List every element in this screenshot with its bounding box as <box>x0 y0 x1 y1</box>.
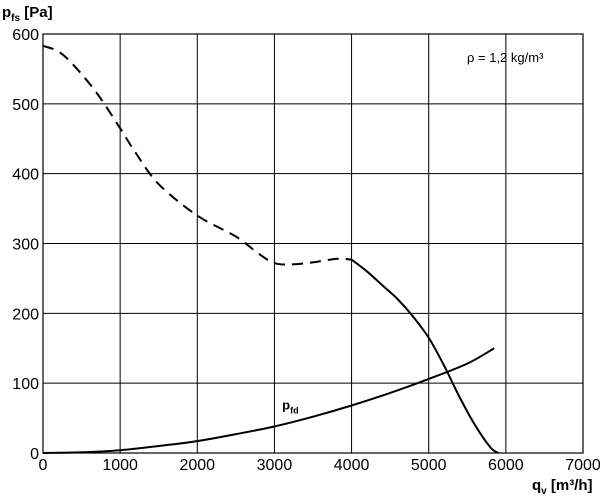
series-line-dynamic-pressure <box>42 347 495 454</box>
series-label-sub: fd <box>290 406 299 416</box>
x-tick-label: 6000 <box>488 457 524 474</box>
x-tick-label: 7000 <box>565 457 600 474</box>
y-tick-label: 200 <box>12 306 39 323</box>
y-tick-label: 100 <box>12 376 39 393</box>
y-tick-label: 300 <box>12 237 39 254</box>
x-tick-label: 3000 <box>257 457 293 474</box>
y-axis-label-sub: fs <box>11 13 20 24</box>
x-tick-label: 1000 <box>102 457 138 474</box>
y-tick-label: 600 <box>12 27 39 44</box>
x-axis-label-main: q <box>532 477 541 494</box>
grid <box>42 33 584 454</box>
x-axis-label-unit: [m³/h] <box>547 477 593 494</box>
x-tick-label: 2000 <box>179 457 215 474</box>
series-label-main: p <box>282 398 290 413</box>
x-tick-label: 5000 <box>411 457 447 474</box>
series-label-dynamic-pressure: pfd <box>282 398 298 416</box>
x-tick-label: 0 <box>39 457 48 474</box>
y-axis-label-main: p <box>2 4 11 21</box>
x-axis-label: qv [m³/h] <box>532 477 593 497</box>
y-tick-label: 0 <box>30 446 39 463</box>
air-density-note: ρ = 1,2 kg/m³ <box>467 50 544 65</box>
series-line-fan-static-pressure-unstable <box>42 44 352 266</box>
series-line-fan-static-pressure-stable <box>350 258 499 454</box>
y-axis-label: pfs [Pa] <box>2 4 53 24</box>
y-axis-label-unit: [Pa] <box>20 4 53 21</box>
y-tick-label: 500 <box>12 97 39 114</box>
series: pfd <box>42 44 499 454</box>
x-tick-label: 4000 <box>334 457 370 474</box>
plot-frame <box>42 33 584 454</box>
tick-labels: 0 1000 2000 3000 4000 5000 6000 7000 0 100 200 300 4… <box>12 27 600 474</box>
x-axis-label-sub: v <box>541 486 547 497</box>
y-tick-label: 400 <box>12 167 39 184</box>
